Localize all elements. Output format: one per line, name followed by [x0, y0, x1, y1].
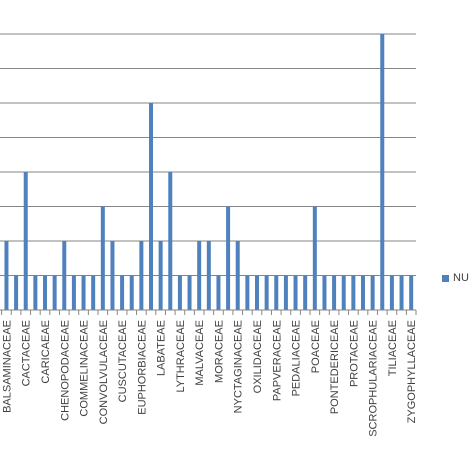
x-tick-label: PAPVERACEAE [271, 320, 283, 401]
bar [177, 275, 182, 310]
bar [43, 275, 47, 310]
bar [52, 275, 57, 310]
bar [264, 275, 269, 310]
x-tick-label: CONVOLVULACEAE [98, 320, 110, 424]
x-tick-label: LYTHRACEAE [175, 320, 187, 393]
bar [235, 241, 240, 310]
bar [120, 275, 125, 310]
x-tick-label: CARICAEAE [40, 320, 52, 384]
bar [168, 172, 173, 310]
bar [129, 275, 134, 310]
bar [14, 275, 19, 310]
bar [303, 275, 308, 310]
x-tick-label: CUSCUTACEAE [117, 320, 129, 402]
bar [216, 275, 221, 310]
bar [245, 275, 250, 310]
bar [226, 206, 231, 310]
bar [4, 241, 9, 310]
bars [4, 34, 414, 310]
gridlines [0, 33, 416, 276]
x-tick-label: PONTEDERICEAE [329, 320, 341, 414]
legend: NU [442, 272, 469, 284]
bar [23, 172, 28, 310]
bar [351, 275, 356, 310]
x-tick-label: TILIACEAE [387, 320, 399, 376]
bar [380, 34, 385, 310]
x-tick-label: CACTACEAE [21, 320, 33, 386]
x-tick-label: EUPHORBIACEAE [136, 320, 148, 415]
bar [409, 275, 414, 310]
bar [255, 275, 259, 310]
legend-label: NU [453, 272, 469, 284]
bar [283, 275, 288, 310]
x-tick-label: MORACEAE [213, 320, 225, 383]
x-tick-label: COMMELINACEAE [79, 320, 91, 417]
bar [361, 275, 365, 310]
bar [274, 275, 279, 310]
x-tick-label: BALSAMINACEAE [1, 320, 13, 413]
bar [206, 241, 211, 310]
bar [149, 103, 153, 310]
legend-swatch [442, 274, 449, 282]
x-tick-labels: BALSAMINACEAE CACTACEAE CARICAEAE CHENOPODA… [1, 320, 418, 437]
bar [341, 275, 346, 310]
bar [110, 241, 115, 310]
bar [197, 241, 202, 310]
bar [312, 206, 317, 310]
x-tick-label: ZYGOPHYLLACEAE [406, 320, 418, 423]
bar [332, 275, 337, 310]
bar [91, 275, 96, 310]
bar [33, 275, 38, 310]
x-tick-label: OXILIDACEAE [252, 320, 264, 393]
bar [158, 241, 163, 310]
bar [187, 275, 192, 310]
x-ticks [1, 310, 417, 315]
bar [370, 275, 375, 310]
bar [100, 206, 105, 310]
x-tick-label: MALVACEAE [194, 320, 206, 386]
x-tick-label: POACEAE [310, 320, 322, 373]
bar [139, 241, 144, 310]
bar [71, 275, 76, 310]
bar [81, 275, 86, 310]
bar [293, 275, 298, 310]
x-tick-label: PEDALIACEAE [291, 320, 303, 396]
x-tick-label: SCROPHULARIACEAE [368, 320, 380, 437]
x-tick-label: NYCTAGINACEAE [233, 320, 245, 413]
bar [322, 275, 327, 310]
bar [62, 241, 67, 310]
x-tick-label: CHENOPODACEAE [59, 320, 71, 421]
bar [399, 275, 404, 310]
x-tick-label: LABATEAE [156, 320, 168, 376]
x-tick-label: PROTACEAE [348, 320, 360, 387]
bar [389, 275, 394, 310]
